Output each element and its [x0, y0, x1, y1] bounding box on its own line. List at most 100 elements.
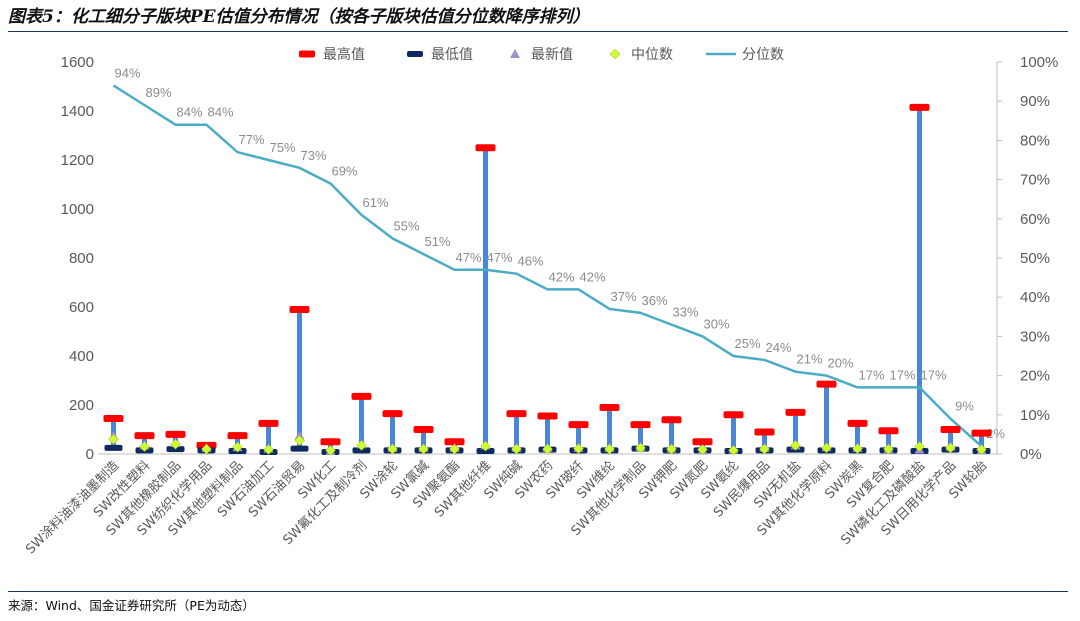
percentile-data-label: 89% — [145, 85, 171, 100]
max-marker — [630, 421, 651, 429]
right-tick-label: 60% — [1020, 211, 1050, 228]
median-marker — [170, 438, 181, 450]
range-bar — [669, 419, 674, 451]
percentile-data-label: 2% — [986, 426, 1005, 441]
right-tick-label: 80% — [1020, 132, 1050, 149]
range-bar — [979, 433, 984, 452]
percentile-data-label: 84% — [207, 105, 233, 120]
legend-median-icon — [609, 48, 621, 60]
max-marker — [692, 438, 713, 446]
median-marker — [759, 443, 770, 455]
max-marker — [289, 305, 310, 313]
max-marker — [568, 421, 589, 429]
right-tick-label: 0% — [1020, 446, 1042, 463]
percentile-data-label: 47% — [455, 250, 481, 265]
percentile-data-label: 69% — [331, 164, 357, 179]
right-tick-label: 70% — [1020, 172, 1050, 189]
left-tick-label: 1200 — [61, 152, 94, 169]
percentile-data-label: 94% — [114, 66, 140, 81]
median-marker — [511, 443, 522, 455]
legend-low-icon — [407, 51, 423, 57]
median-marker — [387, 443, 398, 455]
left-tick-label: 1600 — [61, 54, 94, 71]
range-bar — [948, 429, 953, 450]
max-marker — [599, 403, 620, 411]
percentile-data-label: 30% — [703, 316, 729, 331]
range-bar — [607, 407, 612, 451]
percentile-data-label: 36% — [641, 293, 667, 308]
max-marker — [940, 426, 961, 433]
legend-label: 中位数 — [631, 47, 673, 63]
left-tick-label: 1400 — [61, 103, 94, 120]
right-tick-label: 20% — [1020, 368, 1050, 385]
median-marker — [666, 443, 677, 455]
max-marker — [785, 408, 806, 416]
median-marker — [139, 441, 150, 453]
median-marker — [635, 442, 646, 454]
max-marker — [847, 419, 868, 427]
range-bar — [359, 396, 364, 451]
percentile-data-label: 46% — [517, 254, 543, 269]
percentile-data-label: 84% — [176, 105, 202, 120]
legend-latest-icon — [510, 49, 520, 58]
median-marker — [728, 444, 739, 456]
max-marker — [475, 144, 496, 152]
legend-label: 最高值 — [323, 46, 365, 63]
max-marker — [537, 412, 558, 420]
min-marker — [104, 444, 123, 451]
source-rule — [8, 591, 1068, 592]
range-bar — [762, 431, 767, 451]
percentile-data-label: 37% — [610, 289, 636, 304]
max-marker — [258, 419, 279, 427]
percentile-data-label: 75% — [269, 140, 295, 155]
median-marker — [697, 444, 708, 455]
max-marker — [382, 410, 403, 418]
range-bar — [266, 423, 271, 453]
percentile-line-layer: 94% 89% 84% 84% 77% 75% 73% 69% 61% 55% 51% 47% 47% 4… — [112, 66, 1005, 448]
max-marker — [165, 430, 186, 438]
range-bar — [917, 107, 922, 452]
value-markers — [103, 103, 992, 456]
max-marker — [754, 428, 775, 436]
max-marker — [227, 432, 248, 440]
range-bar — [297, 309, 302, 449]
left-tick-label: 400 — [69, 348, 94, 365]
max-marker — [506, 410, 527, 418]
median-marker — [294, 435, 305, 446]
range-bar — [638, 424, 643, 449]
range-bar — [886, 430, 891, 451]
max-marker — [909, 103, 930, 111]
max-marker — [878, 427, 899, 435]
median-marker — [821, 442, 832, 454]
median-marker — [325, 444, 336, 456]
range-bar — [421, 429, 426, 451]
median-marker — [449, 443, 460, 455]
median-marker — [263, 444, 274, 455]
percentile-data-label: 25% — [734, 336, 760, 351]
latest-marker — [294, 430, 305, 440]
right-tick-label: 40% — [1020, 289, 1050, 306]
percentile-data-label: 17% — [858, 367, 884, 382]
right-tick-label: 50% — [1020, 250, 1050, 267]
category-labels: SW涂料油漆油墨制造SW改性塑料SW其他橡胶制品SW纺织化学用品SW其他塑料制品… — [23, 458, 991, 558]
median-marker — [945, 442, 956, 454]
percentile-data-label: 20% — [827, 356, 853, 371]
median-marker — [976, 444, 987, 455]
max-marker — [413, 426, 434, 433]
range-bar — [731, 414, 736, 452]
median-marker — [108, 433, 119, 445]
median-marker — [852, 443, 863, 454]
median-marker — [573, 443, 584, 454]
max-marker — [816, 380, 837, 388]
left-tick-label: 0 — [86, 446, 94, 463]
median-marker — [790, 440, 801, 451]
percentile-data-label: 42% — [548, 269, 574, 284]
pe-distribution-chart: 最高值 最低值 最新值 中位数 分位数 0 200 400 600 800 1000 1200 140… — [23, 46, 1059, 558]
median-marker — [883, 443, 894, 455]
percentile-data-label: 61% — [362, 195, 388, 210]
percentile-data-label: 9% — [955, 399, 974, 414]
range-bar — [576, 424, 581, 451]
max-marker — [444, 438, 465, 446]
range-bar — [545, 416, 550, 450]
median-marker — [201, 443, 212, 455]
